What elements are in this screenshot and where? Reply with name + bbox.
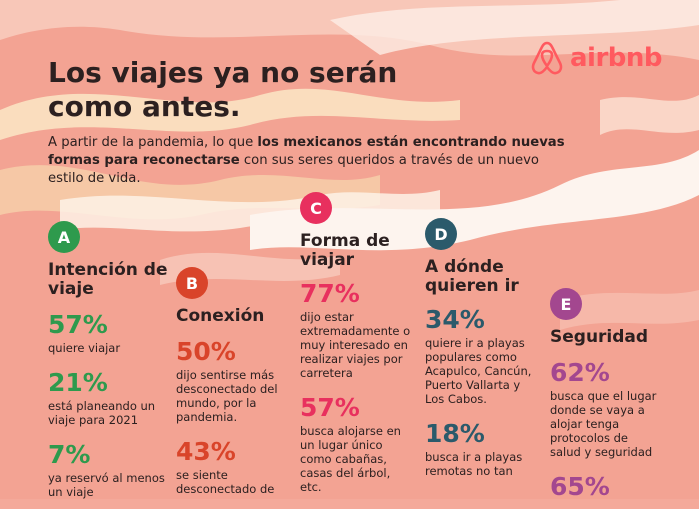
section-c-badge: C [300, 192, 332, 224]
section-e-stat-1-text: busca que el lugar donde se vaya a aloja… [550, 389, 657, 459]
section-c: C Forma de viajar 77% dijo estar extrema… [300, 192, 412, 504]
intro-part-2: con sus seres queridos a través de un nu… [48, 153, 539, 186]
section-a-badge: A [48, 221, 80, 253]
section-d-stat-2-text: busca ir a playas remotas no tan [425, 450, 523, 478]
section-b-stat-1-text: dijo sentirse más desconectado del mundo… [176, 368, 278, 424]
airbnb-belo-icon [531, 41, 563, 75]
section-b-title: Conexión [176, 306, 265, 326]
section-a-stat-2-value: 21% [48, 368, 108, 397]
section-d-stat-2-value: 18% [425, 419, 485, 448]
logo-text: airbnb [570, 43, 663, 73]
section-e-stat-1-value: 62% [550, 358, 610, 387]
section-c-stat-1-value: 77% [300, 279, 360, 308]
section-d: D A dónde quieren ir 34% quiere ir a pla… [425, 218, 537, 488]
section-c-stat-1-text: dijo estar extremadamente o muy interesa… [300, 310, 411, 380]
section-b-badge: B [176, 267, 208, 299]
airbnb-logo: airbnb [530, 40, 663, 76]
section-d-badge: D [425, 218, 457, 250]
section-d-stat-1-value: 34% [425, 305, 485, 334]
section-b-stat-1-value: 50% [176, 337, 236, 366]
intro-part-1: A partir de la pandemia, lo que [48, 135, 258, 150]
section-d-stat-1-text: quiere ir a playas populares como Acapul… [425, 336, 532, 406]
section-a-stat-1-value: 57% [48, 310, 108, 339]
section-e-stat-2-value: 65% [550, 472, 610, 501]
intro-paragraph: A partir de la pandemia, lo que los mexi… [48, 134, 568, 188]
section-a-title: Intención de viaje [48, 260, 168, 299]
section-d-title: A dónde quieren ir [425, 257, 519, 296]
section-e-title: Seguridad [550, 327, 649, 347]
section-a-stat-1-text: quiere viajar [48, 341, 121, 355]
page-title: Los viajes ya no serán como antes. [48, 56, 398, 123]
intro-bold: los mexicanos están encontrando nuevas f… [48, 135, 565, 168]
section-e-badge: E [550, 288, 582, 320]
section-b: B Conexión 50% dijo sentirse más descone… [176, 267, 288, 506]
section-c-stat-2-text: busca alojarse en un lugar único como ca… [300, 424, 401, 494]
section-c-stat-2-value: 57% [300, 393, 360, 422]
section-a: A Intención de viaje 57% quiere viajar 2… [48, 221, 168, 509]
section-b-stat-2-text: se siente desconectado de [176, 468, 275, 496]
section-a-stat-2-text: está planeando un viaje para 2021 [48, 399, 156, 427]
section-e: E Seguridad 62% busca que el lugar donde… [550, 288, 662, 503]
section-a-stat-3-value: 7% [48, 440, 91, 469]
section-c-title: Forma de viajar [300, 231, 390, 270]
section-a-stat-3-text: ya reservó al menos un viaje [48, 471, 165, 499]
section-b-stat-2-value: 43% [176, 437, 236, 466]
